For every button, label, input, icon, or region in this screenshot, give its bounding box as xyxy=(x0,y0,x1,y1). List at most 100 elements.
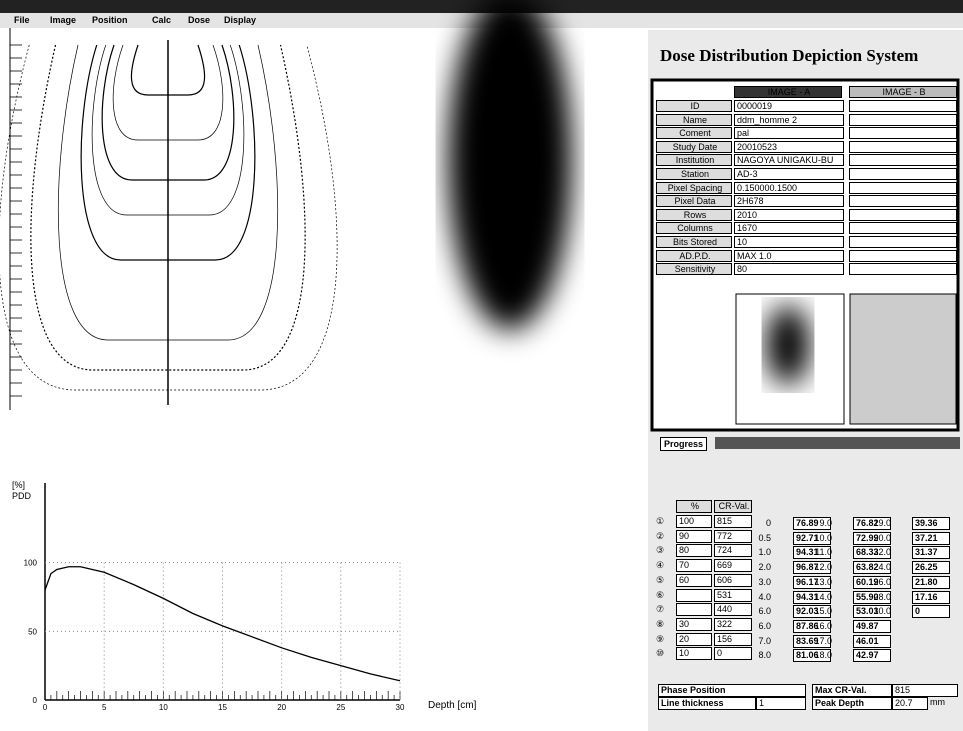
column-header: % xyxy=(676,500,712,513)
marker: ⑧ xyxy=(656,618,664,630)
pdd-value: 46.01 xyxy=(853,635,891,648)
percent: 70 xyxy=(676,559,712,572)
field-value-b xyxy=(849,236,957,248)
pdd-value: 49.87 xyxy=(853,620,891,633)
pdd-value: 26.25 xyxy=(912,561,950,574)
field-value-b xyxy=(849,209,957,221)
marker: ⑥ xyxy=(656,589,664,601)
x-tick-label: 10 xyxy=(159,703,168,712)
field-value: pal xyxy=(734,127,844,139)
field-label: Sensitivity xyxy=(656,263,732,275)
pdd-value: 0 xyxy=(912,605,950,618)
pdd-value: 21.80 xyxy=(912,576,950,589)
thumb-dose xyxy=(766,305,810,385)
field-value-b xyxy=(849,141,957,153)
pdd-value: 39.36 xyxy=(912,517,950,530)
y-label: PDD xyxy=(12,491,32,501)
y-tick-label: 100 xyxy=(24,559,38,568)
x-label: Depth [cm] xyxy=(428,700,477,711)
field-value-b xyxy=(849,100,957,112)
percent: 20 xyxy=(676,633,712,646)
depth: 24.0 xyxy=(872,561,891,573)
cr-value: 815 xyxy=(714,515,752,528)
cr-value: 440 xyxy=(714,603,752,616)
field-value: 10 xyxy=(734,236,844,248)
field-value: 20010523 xyxy=(734,141,844,153)
cr-value: 772 xyxy=(714,530,752,543)
field-label: Rows xyxy=(656,209,732,221)
pdd-value: 31.37 xyxy=(912,546,950,559)
percent xyxy=(676,603,712,616)
column-header: IMAGE - A xyxy=(734,86,842,98)
depth: 19.0 xyxy=(872,517,891,529)
marker: ③ xyxy=(656,544,664,556)
field-value: NAGOYA UNIGAKU-BU xyxy=(734,154,844,166)
percent xyxy=(676,589,712,602)
menu-item[interactable]: Position xyxy=(92,14,128,26)
depth: 30.0 xyxy=(872,605,891,617)
depth: 2.0 xyxy=(752,561,771,573)
percent: 100 xyxy=(676,515,712,528)
column-header: CR-Val. xyxy=(714,500,752,513)
percent: 80 xyxy=(676,544,712,557)
depth: 26.0 xyxy=(872,576,891,588)
field-value-b xyxy=(849,182,957,194)
field-label: Pixel Spacing xyxy=(656,182,732,194)
field-value: 0.150000.1500 xyxy=(734,182,844,194)
menu-item[interactable]: Image xyxy=(50,14,76,26)
field-value: ddm_homme 2 xyxy=(734,114,844,126)
percent: 60 xyxy=(676,574,712,587)
unit: mm xyxy=(930,696,945,708)
depth: 9.0 xyxy=(813,517,832,529)
y-tick-label: 50 xyxy=(28,627,37,636)
x-tick-label: 15 xyxy=(218,703,227,712)
field-label: Bits Stored xyxy=(656,236,732,248)
field-value-b xyxy=(849,154,957,166)
depth: 13.0 xyxy=(813,576,832,588)
field-value: 2H678 xyxy=(734,195,844,207)
field-value-b xyxy=(849,168,957,180)
marker: ⑤ xyxy=(656,574,664,586)
cr-value: 322 xyxy=(714,618,752,631)
depth: 7.0 xyxy=(752,635,771,647)
depth: 11.0 xyxy=(813,546,832,558)
depth: 3.0 xyxy=(752,576,771,588)
menu-item[interactable]: Calc xyxy=(152,14,171,26)
x-tick-label: 0 xyxy=(43,703,48,712)
field-value-b xyxy=(849,222,957,234)
field-value-b xyxy=(849,250,957,262)
field-value-b xyxy=(849,127,957,139)
depth: 28.0 xyxy=(872,591,891,603)
progress-bar xyxy=(715,437,960,449)
field-value: 80 xyxy=(734,263,844,275)
field-label: Coment xyxy=(656,127,732,139)
pdd-value: 37.21 xyxy=(912,532,950,545)
cr-value: 156 xyxy=(714,633,752,646)
depth: 6.0 xyxy=(752,605,771,617)
marker: ① xyxy=(656,515,664,527)
percent: 90 xyxy=(676,530,712,543)
depth: 12.0 xyxy=(813,561,832,573)
cr-value: 531 xyxy=(714,589,752,602)
menu-item[interactable]: Dose xyxy=(188,14,210,26)
phase-position: Phase Position xyxy=(658,684,806,697)
line-thickness-label: Line thickness xyxy=(658,697,756,710)
depth: 0 xyxy=(752,517,771,529)
screen: [%]PDDDepth [cm]050100051015202530 (() =… xyxy=(0,0,963,731)
field-value: AD-3 xyxy=(734,168,844,180)
menu-item[interactable]: File xyxy=(14,14,30,26)
max-cr-label: Max CR-Val. xyxy=(812,684,892,697)
depth: 1.0 xyxy=(752,546,771,558)
menu-item[interactable]: Display xyxy=(224,14,256,26)
field-label: Station xyxy=(656,168,732,180)
field-label: Study Date xyxy=(656,141,732,153)
app-title: Dose Distribution Depiction System xyxy=(660,50,918,62)
field-value: 2010 xyxy=(734,209,844,221)
marker: ⑩ xyxy=(656,647,664,659)
depth: 4.0 xyxy=(752,591,771,603)
progress-label: Progress xyxy=(660,437,707,451)
depth: 18.0 xyxy=(813,649,832,661)
depth: 14.0 xyxy=(813,591,832,603)
percent: 30 xyxy=(676,618,712,631)
marker: ⑦ xyxy=(656,603,664,615)
